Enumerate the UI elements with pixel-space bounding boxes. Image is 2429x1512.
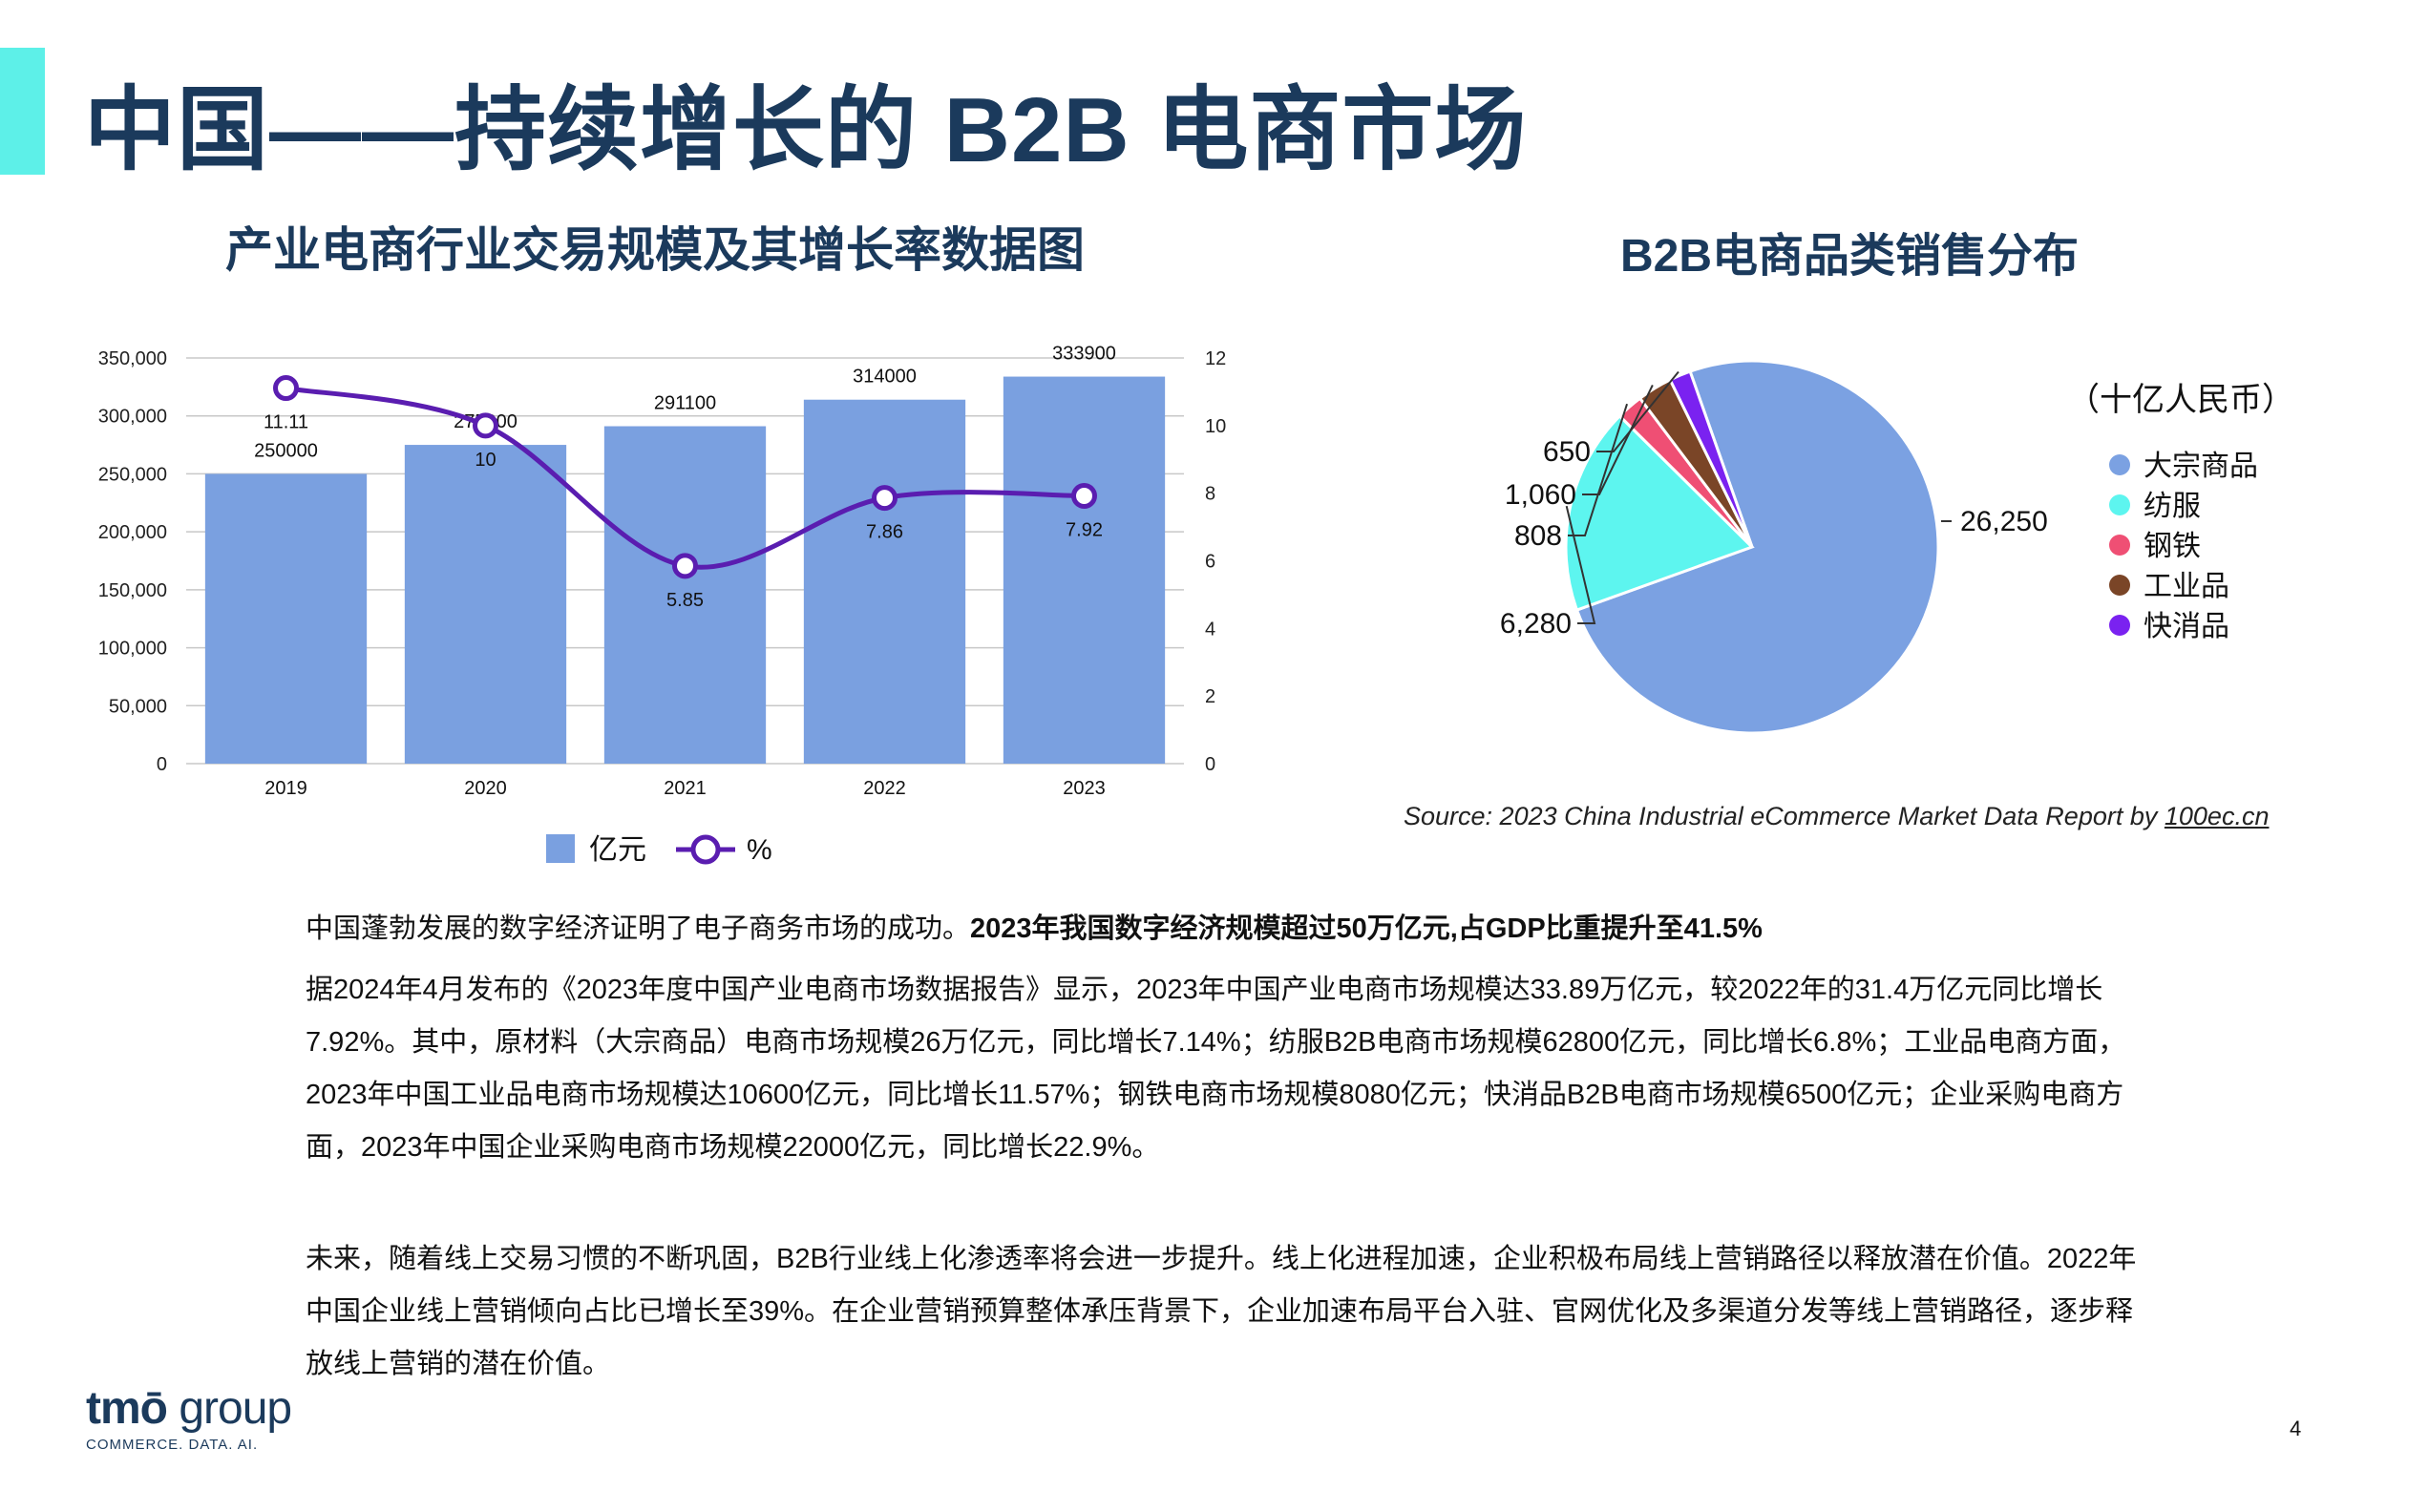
slide-title: 中国——持续增长的 B2B 电商市场: [84, 79, 1528, 181]
pie-unit-label: （十亿人民币）: [2067, 382, 2294, 418]
paragraph-2: 据2024年4月发布的《2023年度中国产业电商市场数据报告》显示，2023年中…: [306, 975, 2126, 1163]
pie-leader-line: [1596, 370, 1679, 452]
legend-label: 大宗商品: [2144, 451, 2258, 482]
logo-group: group: [166, 1383, 292, 1434]
legend-label: 纺服: [2144, 491, 2201, 522]
pie-value-label: 650: [1543, 436, 1591, 468]
logo-tagline: COMMERCE. DATA. AI.: [86, 1437, 259, 1453]
legend-label: 快消品: [2144, 611, 2229, 642]
bar-chart-title: 产业电商行业交易规模及其增长率数据图: [225, 223, 1085, 277]
pie-value-label: 808: [1514, 520, 1562, 552]
pie-slice: [1668, 369, 1754, 548]
source-text: Source: 2023 China Industrial eCommerce …: [1404, 802, 2165, 830]
legend-swatch: [2109, 454, 2130, 475]
x-tick-label: 2019: [264, 778, 307, 799]
bar-value-label: 333900: [1052, 344, 1116, 365]
growth-rate-point: [473, 412, 498, 439]
legend-line-marker: [690, 834, 721, 865]
legend-bar-label: 亿元: [589, 834, 646, 866]
paragraph-3: 未来，随着线上交易习惯的不断巩固，B2B行业线上化渗透率将会进一步提升。线上化进…: [306, 1244, 2137, 1379]
bar: [1003, 376, 1166, 764]
legend-swatch: [2109, 494, 2130, 515]
growth-rate-label: 7.92: [1066, 520, 1103, 541]
y-right-tick-label: 2: [1205, 686, 1215, 707]
legend-swatch: [2109, 615, 2130, 636]
paragraph-1-text: 中国蓬勃发展的数字经济证明了电子商务市场的成功。: [306, 914, 971, 944]
logo-brand: tmō: [86, 1383, 168, 1434]
growth-rate-point: [1071, 483, 1097, 509]
x-tick-label: 2020: [464, 778, 507, 799]
y-right-tick-label: 4: [1205, 619, 1215, 640]
paragraph-1-highlight: 2023年我国数字经济规模超过50万亿元,占GDP比重提升至41.5%: [970, 914, 1763, 944]
pie-slice: [1564, 413, 1755, 612]
page-number: 4: [2290, 1417, 2302, 1440]
y-right-tick-label: 8: [1205, 484, 1215, 505]
legend-bar-swatch: [546, 834, 575, 863]
y-left-tick-label: 0: [157, 754, 167, 775]
pie-value-label: 6,280: [1500, 608, 1572, 640]
legend-swatch: [2109, 575, 2130, 596]
pie-chart-title: B2B电商品类销售分布: [1620, 231, 2080, 282]
bar-line-chart: 0 50,000 100,000 150,000 200,000 250,000 300,0…: [98, 344, 1227, 866]
x-tick-label: 2023: [1063, 778, 1106, 799]
x-tick-label: 2022: [863, 778, 906, 799]
growth-rate-point: [872, 485, 898, 512]
tmo-group-logo: tmō group COMMERCE. DATA. AI.: [86, 1382, 292, 1453]
growth-rate-point: [672, 553, 698, 579]
legend-label: 钢铁: [2144, 531, 2201, 562]
y-left-tick-label: 100,000: [98, 639, 167, 660]
pie-leader-line: [1568, 403, 1629, 536]
y-right-tick-label: 12: [1205, 348, 1226, 369]
y-left-tick-label: 50,000: [109, 696, 167, 717]
growth-rate-label: 10: [475, 450, 496, 471]
y-left-tick-label: 300,000: [98, 407, 167, 428]
bar-value-label: 291100: [654, 393, 716, 414]
growth-rate-label: 7.86: [866, 522, 903, 543]
pie-value-label: 26,250: [1960, 506, 2048, 537]
legend-line-label: %: [747, 834, 772, 866]
y-left-tick-label: 200,000: [98, 522, 167, 543]
source-link[interactable]: 100ec.cn: [2164, 802, 2270, 830]
growth-rate-point: [273, 375, 299, 402]
y-left-tick-label: 350,000: [98, 348, 167, 369]
bar: [204, 473, 368, 764]
bar: [803, 399, 966, 764]
pie-value-label: 1,060: [1505, 479, 1576, 511]
y-right-tick-label: 6: [1205, 552, 1215, 573]
pie-leader-line: [1565, 505, 1596, 624]
growth-rate-label: 11.11: [264, 412, 308, 433]
y-left-tick-label: 150,000: [98, 580, 167, 601]
pie-slice: [1574, 359, 1940, 735]
legend-swatch: [2109, 535, 2130, 556]
bar-value-label: 314000: [853, 367, 917, 388]
paragraph-1: 中国蓬勃发展的数字经济证明了电子商务市场的成功。2023年我国数字经济规模超过5…: [306, 903, 1763, 956]
bar: [404, 445, 567, 764]
bar: [603, 426, 767, 764]
x-tick-label: 2021: [664, 778, 707, 799]
growth-rate-label: 5.85: [666, 590, 704, 611]
pie-chart: 26,250 6,280 808 1,060 650 （十亿人民币） 大宗商品纺服钢铁工业品…: [1500, 359, 2294, 735]
pie-leader-line: [1582, 384, 1654, 495]
y-right-tick-label: 0: [1205, 754, 1215, 775]
y-left-tick-label: 250,000: [98, 464, 167, 485]
bar-value-label: 250000: [254, 440, 318, 461]
y-right-tick-label: 10: [1205, 416, 1226, 437]
accent-bar: [0, 48, 45, 175]
source-note: Source: 2023 China Industrial eCommerce …: [1404, 802, 2269, 831]
legend-label: 工业品: [2144, 571, 2229, 602]
